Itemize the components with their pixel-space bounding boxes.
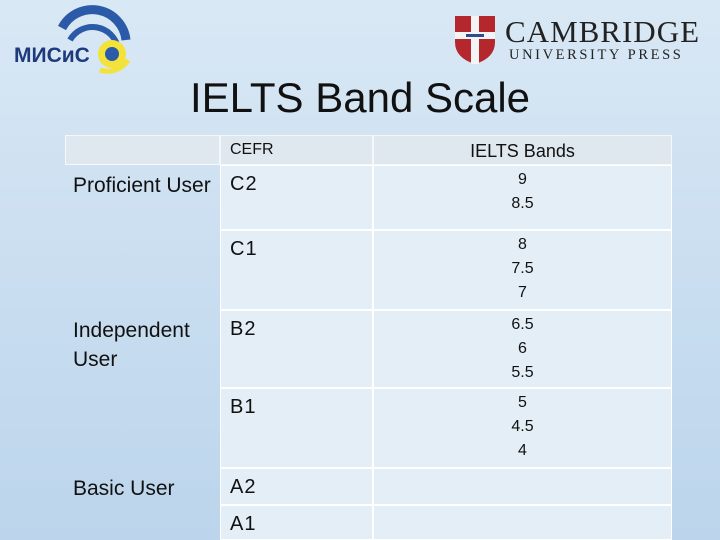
bands-cell	[373, 468, 672, 505]
row-group-label: Basic User	[73, 477, 175, 500]
slide-title: IELTS Band Scale	[189, 74, 531, 121]
band-value: 4.5	[511, 418, 534, 435]
cefr-level: C1	[230, 238, 258, 260]
cambridge-crest	[455, 16, 495, 64]
band-value: 7	[518, 284, 527, 301]
band-value: 5	[518, 394, 527, 411]
cefr-cell	[220, 310, 373, 388]
cefr-level: A1	[230, 513, 257, 535]
cefr-cell	[220, 230, 373, 310]
band-value: 6.5	[511, 316, 534, 333]
cefr-level: C2	[230, 173, 258, 195]
header-cell	[373, 135, 672, 165]
bands-cell	[373, 388, 672, 468]
cefr-cell	[220, 165, 373, 230]
cefr-cell	[220, 468, 373, 505]
cefr-level: B1	[230, 396, 257, 418]
band-value: 5.5	[511, 364, 534, 381]
bands-cell	[373, 230, 672, 310]
misis-emblem	[58, 5, 131, 74]
bands-cell	[373, 165, 672, 230]
logos	[58, 5, 495, 74]
cefr-cell	[220, 505, 373, 540]
bands-cell	[373, 505, 672, 540]
cefr-cell	[220, 388, 373, 468]
band-value: 6	[518, 340, 527, 357]
bands-cell	[373, 310, 672, 388]
band-value: 4	[518, 442, 527, 459]
logo-text: UNIVERSITY PRESS	[509, 47, 684, 63]
row-group-label: Proficient User	[73, 174, 211, 197]
header-cell	[65, 135, 220, 165]
cefr-level: B2	[230, 318, 257, 340]
logo-text: CAMBRIDGE	[505, 14, 701, 49]
column-header: IELTS Bands	[470, 141, 575, 161]
logo-text: МИСиС	[14, 44, 90, 67]
band-value: 8	[518, 236, 527, 253]
row-group-label: Independent User	[73, 319, 190, 371]
band-value: 8.5	[511, 195, 534, 212]
header-cell	[220, 135, 373, 165]
column-header: CEFR	[230, 141, 274, 158]
band-value: 9	[518, 171, 527, 188]
cefr-level: A2	[230, 476, 257, 498]
band-value: 7.5	[511, 260, 534, 277]
